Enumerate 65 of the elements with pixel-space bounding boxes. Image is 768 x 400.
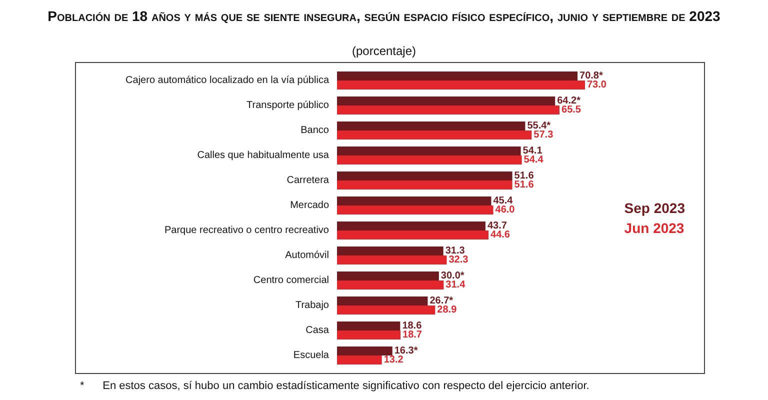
- bar: [337, 156, 522, 164]
- text: Sep 2023: [624, 200, 686, 216]
- bar: [337, 72, 578, 80]
- bar: [337, 296, 428, 306]
- data-label: 18.7: [402, 330, 422, 340]
- data-label: 54.1: [522, 146, 543, 156]
- data-label: 46.0: [495, 204, 516, 216]
- data-label: 51.6: [514, 170, 534, 182]
- data-label: 16.3*: [394, 346, 418, 356]
- bar: [337, 322, 400, 330]
- y-tick-label: Calles que habitualmente usa: [197, 150, 330, 161]
- data-label: 44.6: [490, 230, 510, 240]
- data-label: 45.4: [493, 196, 514, 206]
- y-tick-label: Centro comercial: [253, 275, 329, 286]
- y-tick-label: Automóvil: [285, 250, 329, 261]
- data-label: 70.8*: [580, 70, 603, 82]
- data-label: 64.2*: [557, 96, 581, 106]
- y-tick-label: Carretera: [286, 175, 330, 186]
- bar: [337, 246, 444, 256]
- bar: [337, 206, 494, 214]
- data-label: 13.2: [384, 354, 404, 366]
- y-tick-label: Cajero automático localizado en la vía pública: [126, 75, 330, 86]
- bar: [337, 196, 492, 206]
- data-label: 26.7*: [430, 296, 454, 306]
- y-tick-label: Casa: [306, 325, 330, 336]
- data-label: 32.3: [448, 254, 469, 266]
- data-label: 51.6: [514, 180, 534, 190]
- y-tick-label: Parque recreativo o centro recreativo: [164, 225, 330, 236]
- data-label: 54.4: [524, 154, 544, 166]
- y-tick-label: Mercado: [290, 200, 330, 211]
- bar: [337, 330, 401, 340]
- bar: [337, 172, 512, 180]
- bar: [337, 122, 526, 130]
- bar: [337, 96, 556, 106]
- bar: [337, 146, 521, 156]
- bar: [337, 222, 486, 230]
- bar: [337, 230, 489, 240]
- data-label: 43.7: [487, 220, 508, 232]
- data-label: 31.4: [446, 280, 466, 290]
- bar: [337, 256, 447, 264]
- chart-title: Población de 18 años y más que se siente insegura, según espacio físico específico, junio y septiembre de 2023: [46, 8, 722, 25]
- y-tick-label: Transporte público: [246, 100, 330, 111]
- bar: [337, 346, 392, 356]
- data-label: 57.3: [534, 130, 554, 140]
- data-label: 31.3: [445, 246, 466, 256]
- data-label: 65.5: [562, 104, 582, 116]
- data-label: 73.0: [587, 80, 607, 90]
- data-label: 30.0*: [440, 270, 464, 282]
- y-tick-label: Banco: [300, 125, 330, 136]
- bar: [337, 356, 382, 364]
- bar: [337, 272, 439, 280]
- data-label: 28.9: [437, 304, 458, 316]
- y-tick-label: Trabajo: [295, 300, 330, 311]
- bar: [337, 180, 512, 190]
- data-label: 18.6: [402, 320, 422, 332]
- bar: [337, 280, 444, 290]
- y-tick-label: Escuela: [293, 350, 330, 361]
- data-label: 55.4*: [527, 120, 551, 132]
- bar: [337, 106, 560, 114]
- bar: [337, 130, 532, 140]
- text: * En estos casos, sí hubo un cambio estadísticamente significativo con respecto del ejercicio anterior.: [80, 380, 590, 392]
- chart-subtitle: (porcentaje): [350, 44, 418, 58]
- text: Jun 2023: [624, 220, 684, 236]
- bar: [337, 306, 436, 314]
- bar: [337, 80, 585, 90]
